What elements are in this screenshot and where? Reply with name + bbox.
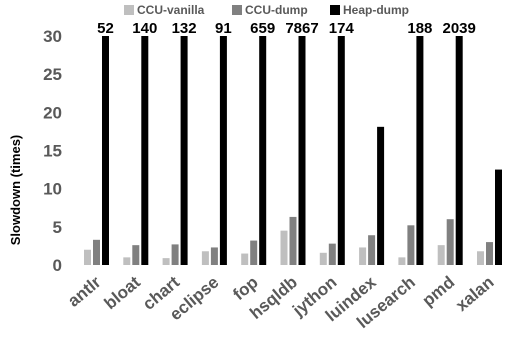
bar — [132, 245, 140, 265]
bar — [102, 36, 109, 265]
bar — [250, 240, 258, 265]
bar — [210, 247, 218, 265]
bar — [201, 251, 209, 265]
legend-swatch — [330, 5, 340, 15]
y-tick-label: 0 — [53, 256, 62, 275]
bar — [495, 169, 502, 265]
y-axis-label: Slowdown (times) — [8, 135, 23, 246]
bar — [337, 36, 345, 265]
bar — [241, 253, 249, 265]
data-label: 132 — [172, 20, 197, 37]
legend-swatch — [232, 5, 242, 15]
y-tick-label: 20 — [43, 103, 62, 122]
y-tick-label: 5 — [53, 218, 62, 237]
bar — [398, 257, 406, 265]
bar — [259, 36, 267, 265]
data-label: 91 — [215, 20, 232, 37]
data-label: 52 — [97, 20, 114, 37]
bar — [141, 36, 149, 265]
bar — [377, 126, 385, 265]
legend-label: Heap-dump — [343, 3, 409, 17]
bar — [328, 243, 336, 265]
x-tick-label: antlr — [64, 272, 105, 310]
bar — [280, 230, 288, 265]
y-tick-label: 15 — [43, 142, 62, 161]
bar — [298, 36, 306, 265]
x-tick-label: xalan — [452, 273, 498, 316]
bar — [437, 245, 445, 265]
legend-label: CCU-dump — [245, 3, 308, 17]
data-label: 2039 — [443, 20, 476, 37]
bar — [162, 258, 170, 265]
bar — [93, 239, 100, 265]
bar — [171, 244, 179, 265]
bar — [123, 257, 131, 265]
bar — [407, 225, 415, 265]
bar — [486, 242, 493, 265]
bar — [84, 249, 91, 265]
bar — [319, 252, 327, 265]
bar — [446, 219, 454, 265]
legend-swatch — [124, 5, 134, 15]
bar — [359, 247, 367, 265]
y-tick-label: 10 — [43, 180, 62, 199]
bar — [368, 235, 376, 265]
data-label: 7867 — [285, 20, 318, 37]
x-tick-label: pmd — [419, 273, 459, 311]
bar — [416, 36, 424, 265]
x-tick-label: bloat — [101, 272, 145, 313]
data-label: 188 — [407, 20, 432, 37]
bar — [180, 36, 188, 265]
bar — [455, 36, 463, 265]
data-label: 659 — [250, 20, 275, 37]
data-label: 174 — [329, 20, 355, 37]
legend-label: CCU-vanilla — [137, 3, 205, 17]
bar — [289, 216, 297, 265]
y-tick-label: 25 — [43, 65, 62, 84]
data-label: 140 — [132, 20, 157, 37]
bar — [219, 36, 227, 265]
bar — [477, 251, 484, 265]
y-tick-label: 30 — [43, 27, 62, 46]
